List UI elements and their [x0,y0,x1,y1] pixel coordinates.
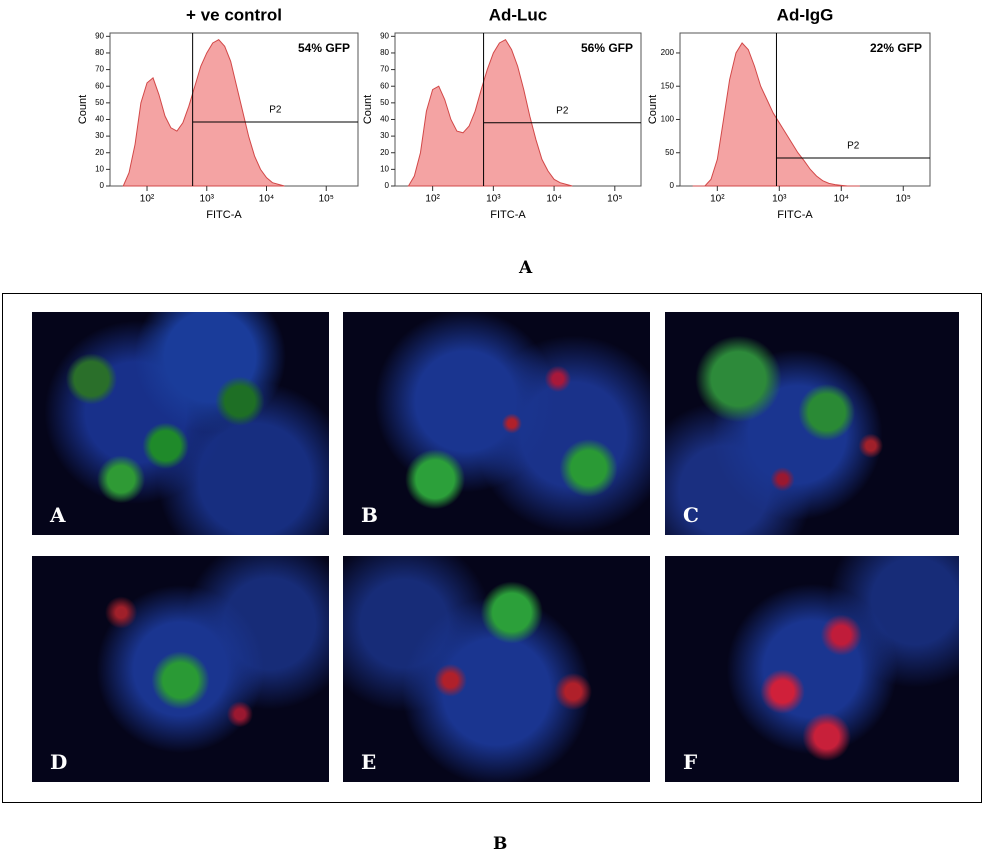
y-tick-label: 0 [100,181,105,190]
y-tick-label: 50 [380,98,389,107]
panel-label: F [683,750,698,774]
micrograph: D [32,556,329,782]
micrograph: B [343,312,650,535]
y-tick-label: 50 [95,98,104,107]
label-b: B [493,834,508,854]
flow-charts: + ve control 0 10 20 30 40 50 60 70 80 90 10² 10³ 10⁴… [77,5,931,221]
histogram-area [407,38,573,187]
y-tick-label: 40 [380,115,389,124]
y-tick-label: 50 [665,148,674,157]
x-axis-label: FITC-A [490,209,526,221]
annotation: 22% GFP [870,41,922,55]
y-tick-label: 30 [380,131,389,140]
x-tick-label: 10² [710,194,725,205]
x-tick-label: 10³ [200,194,215,205]
chart-title: + ve control [186,5,282,24]
annotation: 56% GFP [581,41,633,55]
panel-label: C [683,503,699,527]
x-tick-label: 10⁵ [896,194,911,205]
y-tick-label: 100 [661,115,675,124]
panel-label: B [361,503,378,527]
y-tick-label: 20 [95,148,104,157]
x-tick-label: 10⁵ [607,194,622,205]
y-axis-label: Count [362,95,374,124]
x-tick-label: 10⁵ [319,194,334,205]
x-axis-label: FITC-A [206,209,242,221]
histogram-area [692,42,860,187]
panel-label: D [50,750,68,774]
x-axis-label: FITC-A [777,209,813,221]
x-tick-label: 10³ [772,194,787,205]
micrograph: C [665,312,959,535]
chart-title: Ad-IgG [777,5,834,24]
chart-title: Ad-Luc [489,5,548,24]
x-tick-label: 10⁴ [259,194,274,205]
panel-label: A [50,503,66,527]
y-tick-label: 200 [661,48,675,57]
label-a: A [519,258,533,278]
gate-label: P2 [556,105,569,116]
y-tick-label: 90 [380,31,389,40]
histogram-area [122,39,285,187]
y-tick-label: 20 [380,148,389,157]
x-tick-label: 10⁴ [546,194,561,205]
micrograph-frame [2,293,982,803]
y-tick-label: 80 [380,48,389,57]
micrograph: F [665,556,959,782]
y-tick-label: 30 [95,131,104,140]
gate-label: P2 [269,105,282,116]
y-tick-label: 40 [95,115,104,124]
micrograph: E [343,556,650,782]
x-tick-label: 10² [140,194,155,205]
micrograph: A [32,312,329,535]
x-tick-label: 10⁴ [834,194,849,205]
x-tick-label: 10² [425,194,440,205]
y-tick-label: 60 [95,81,104,90]
gate-label: P2 [847,141,860,152]
y-tick-label: 70 [380,65,389,74]
y-tick-label: 90 [95,31,104,40]
y-tick-label: 60 [380,81,389,90]
y-axis-label: Count [77,95,89,124]
y-axis-label: Count [647,95,659,124]
y-tick-label: 150 [661,81,675,90]
y-tick-label: 80 [95,48,104,57]
y-tick-label: 0 [385,181,390,190]
y-tick-label: 70 [95,65,104,74]
x-tick-label: 10³ [486,194,501,205]
y-tick-label: 0 [670,181,675,190]
y-tick-label: 10 [95,164,104,173]
annotation: 54% GFP [298,41,350,55]
y-tick-label: 10 [380,164,389,173]
panel-label: E [361,750,377,774]
